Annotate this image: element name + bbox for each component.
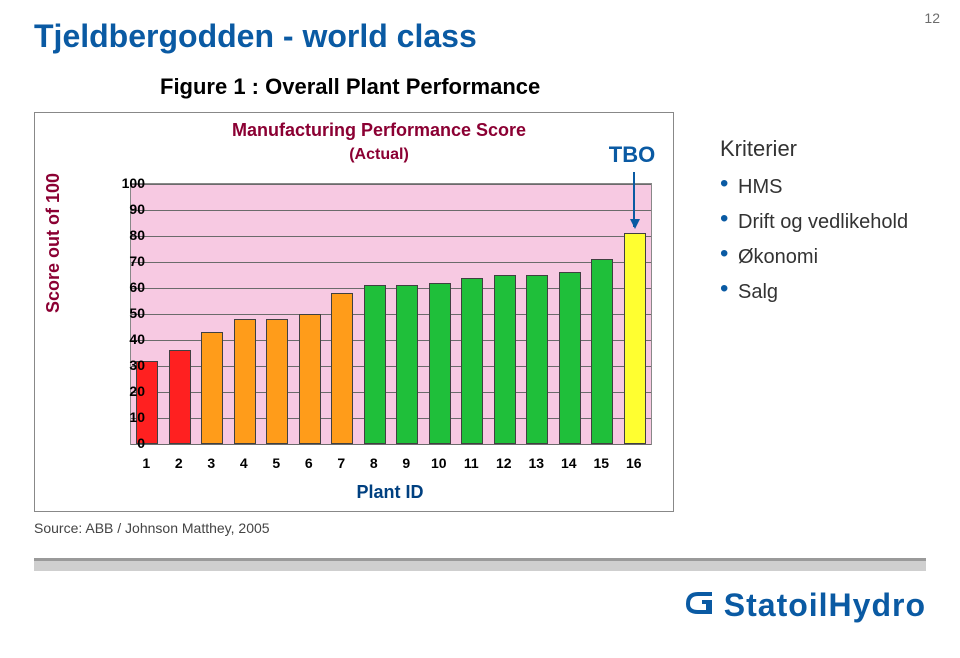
bar: [364, 285, 386, 444]
grid-line: [131, 184, 651, 185]
y-tick: 90: [105, 201, 145, 217]
y-tick: 30: [105, 357, 145, 373]
x-tick: 10: [431, 455, 447, 471]
y-tick: 50: [105, 305, 145, 321]
tbo-arrow-icon: [633, 172, 635, 227]
bar: [494, 275, 516, 444]
bar: [526, 275, 548, 444]
grid-line: [131, 262, 651, 263]
bar: [461, 278, 483, 444]
slide: 12 Tjeldbergodden - world class Figure 1…: [0, 0, 960, 658]
chart-xlabel: Plant ID: [130, 482, 650, 503]
tbo-label: TBO: [609, 142, 655, 168]
x-tick: 4: [240, 455, 248, 471]
y-tick: 100: [105, 175, 145, 191]
criteria-item: HMS: [720, 176, 908, 199]
brand-mark-icon: [682, 586, 716, 616]
criteria-item: Drift og vedlikehold: [720, 211, 908, 234]
bar: [331, 293, 353, 444]
x-tick: 5: [272, 455, 280, 471]
source-text: Source: ABB / Johnson Matthey, 2005: [34, 520, 270, 536]
chart-frame: Manufacturing Performance Score (Actual)…: [34, 112, 674, 512]
y-tick: 80: [105, 227, 145, 243]
x-tick: 14: [561, 455, 577, 471]
y-tick: 10: [105, 409, 145, 425]
slide-title: Tjeldbergodden - world class: [34, 18, 477, 55]
x-tick: 16: [626, 455, 642, 471]
x-tick: 2: [175, 455, 183, 471]
chart-subtitle-l1: Manufacturing Performance Score: [232, 120, 526, 140]
bar: [559, 272, 581, 444]
x-tick: 7: [337, 455, 345, 471]
criteria-item: Salg: [720, 281, 908, 304]
bar: [266, 319, 288, 444]
y-tick: 60: [105, 279, 145, 295]
x-tick: 11: [464, 455, 479, 471]
x-tick: 13: [528, 455, 544, 471]
bar: [234, 319, 256, 444]
grid-line: [131, 444, 651, 445]
bar: [201, 332, 223, 444]
criteria-item: Økonomi: [720, 246, 908, 269]
x-tick: 12: [496, 455, 512, 471]
criteria-title: Kriterier: [720, 136, 908, 162]
x-tick: 15: [593, 455, 609, 471]
chart-plot: [130, 183, 652, 445]
brand-logo: StatoilHydro: [682, 586, 926, 624]
bar: [429, 283, 451, 444]
x-tick: 6: [305, 455, 313, 471]
y-tick: 70: [105, 253, 145, 269]
y-tick: 0: [105, 435, 145, 451]
chart-subtitle: Manufacturing Performance Score (Actual): [209, 119, 549, 165]
chart-ylabel: Score out of 100: [43, 173, 64, 313]
figure-title: Figure 1 : Overall Plant Performance: [160, 74, 540, 100]
grid-line: [131, 236, 651, 237]
bar: [624, 233, 646, 444]
page-number: 12: [924, 10, 940, 26]
criteria-block: Kriterier HMS Drift og vedlikehold Økonomi…: [720, 136, 908, 316]
bar: [591, 259, 613, 444]
grid-line: [131, 210, 651, 211]
x-tick: 9: [402, 455, 410, 471]
y-tick: 40: [105, 331, 145, 347]
brand-name: StatoilHydro: [724, 587, 926, 624]
x-tick: 1: [142, 455, 150, 471]
bar: [299, 314, 321, 444]
bar: [396, 285, 418, 444]
x-tick: 8: [370, 455, 378, 471]
footer-bar: [34, 558, 926, 571]
bar: [136, 361, 158, 444]
bar: [169, 350, 191, 444]
chart-subtitle-l2: (Actual): [349, 146, 409, 163]
x-tick: 3: [207, 455, 215, 471]
y-tick: 20: [105, 383, 145, 399]
